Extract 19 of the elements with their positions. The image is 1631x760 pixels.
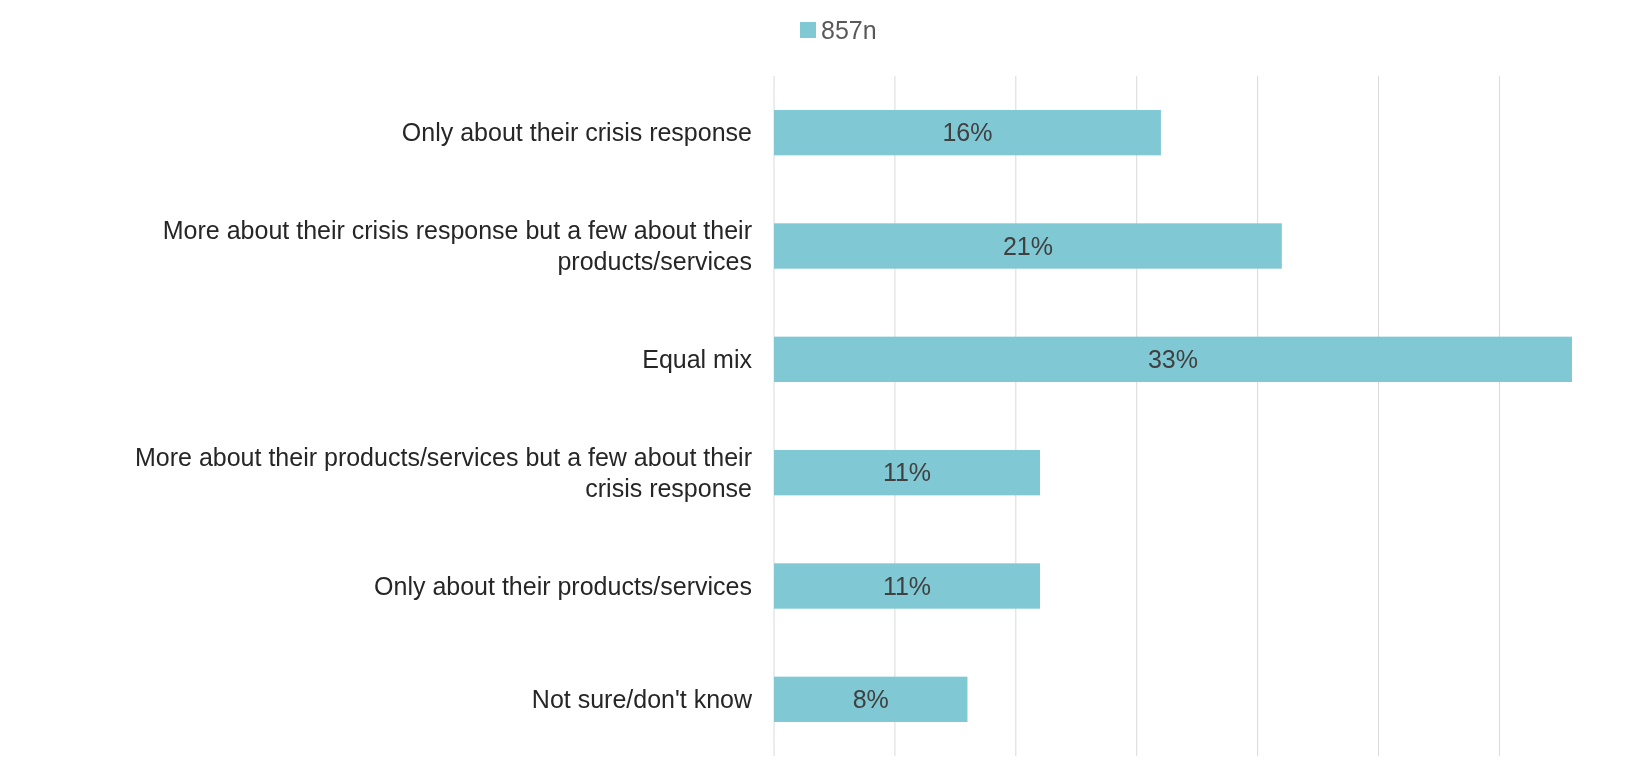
y-tick-label: Only about their crisis response	[401, 118, 752, 147]
bar	[774, 110, 1161, 156]
bar	[774, 450, 1040, 496]
bar	[774, 336, 1572, 382]
bar	[774, 676, 968, 722]
y-tick-label: Only about their products/services	[374, 571, 752, 600]
y-tick-label: Not sure/don't know	[531, 685, 753, 714]
data-label: 11%	[882, 571, 932, 600]
data-label: 33%	[1147, 345, 1199, 374]
y-tick-label: More about their crisis response but a few about their products/services	[162, 216, 752, 276]
data-label: 11%	[882, 458, 932, 487]
data-label: 21%	[1002, 231, 1053, 260]
y-tick-label: Equal mix	[642, 345, 753, 374]
data-label: 8%	[852, 685, 889, 714]
legend-label: 857n	[821, 15, 877, 44]
bar	[774, 563, 1040, 609]
y-tick-label: More about their products/services but a few about their crisis response	[135, 442, 752, 503]
data-label: 16%	[942, 118, 993, 147]
bar	[774, 223, 1282, 269]
